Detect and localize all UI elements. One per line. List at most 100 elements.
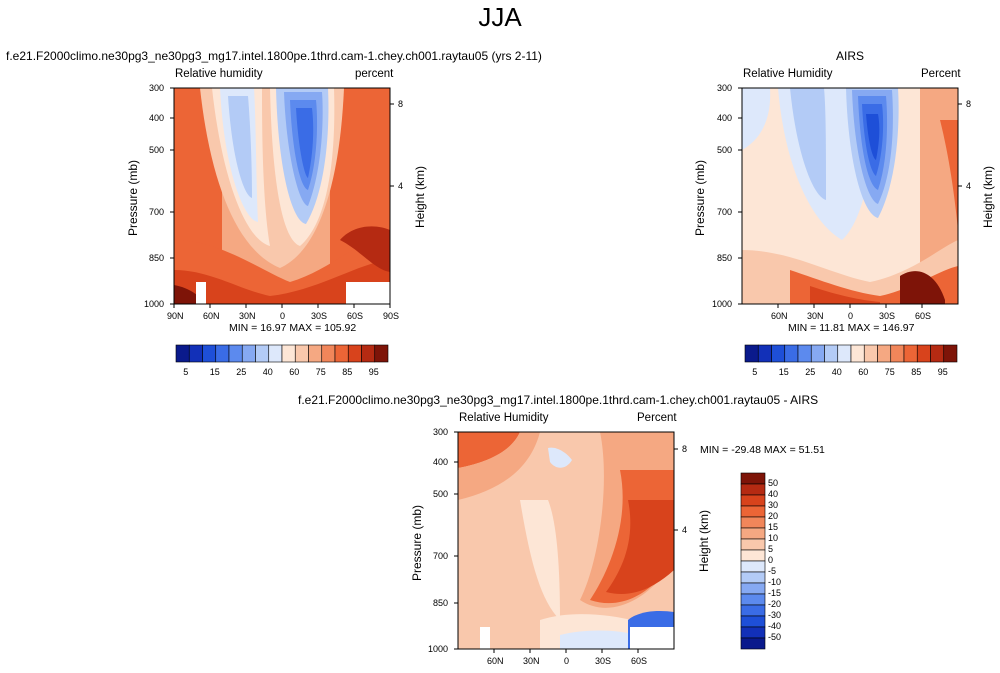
colorbar-swatch <box>202 344 217 363</box>
panel1-xtick: 30S <box>311 311 328 321</box>
colorbar-swatch <box>268 344 283 363</box>
panel2-left-label: Relative Humidity <box>743 68 833 80</box>
panel3-ytick: 300 <box>433 427 449 437</box>
colorbar-label: 95 <box>937 367 948 377</box>
panel2-right-label: Percent <box>921 68 961 80</box>
colorbar-swatch <box>930 344 945 363</box>
colorbar-label: -5 <box>768 566 777 576</box>
colorbar-label: 40 <box>262 367 273 377</box>
panel1-colorbar <box>175 344 389 363</box>
colorbar-swatch <box>334 344 349 363</box>
colorbar-label: 85 <box>911 367 922 377</box>
colorbar-label: 15 <box>778 367 789 377</box>
colorbar-label: 20 <box>768 511 779 521</box>
colorbar-label: -15 <box>768 588 782 598</box>
colorbar-label: -30 <box>768 610 782 620</box>
colorbar-swatch <box>241 344 256 363</box>
panel1-ytick: 300 <box>149 83 165 93</box>
panel1-y2tick: 8 <box>398 99 404 109</box>
panel3-xtick: 0 <box>564 656 570 666</box>
panel1-xtick: 60N <box>203 311 220 321</box>
panel2-y2tick: 8 <box>966 99 972 109</box>
colorbar-swatch <box>740 637 766 650</box>
panel2-ylabel: Pressure (mb) <box>693 159 707 236</box>
panel2-ytick: 500 <box>717 145 733 155</box>
panel2-ytick: 300 <box>717 83 733 93</box>
panel3-xtick: 30S <box>595 656 612 666</box>
panel1-xtick: 90S <box>383 311 400 321</box>
colorbar-label: 25 <box>805 367 816 377</box>
colorbar-label: 25 <box>236 367 247 377</box>
colorbar-swatch <box>321 344 336 363</box>
panel2-field <box>742 88 958 304</box>
panel2-xtick: 60S <box>915 311 932 321</box>
panel3-left-label: Relative Humidity <box>459 412 549 424</box>
colorbar-swatch <box>771 344 786 363</box>
colorbar-swatch <box>255 344 270 363</box>
colorbar-label: 95 <box>368 367 379 377</box>
panel3-ytick: 700 <box>433 551 449 561</box>
colorbar-label: 15 <box>768 522 779 532</box>
colorbar-label: 50 <box>768 478 779 488</box>
colorbar-label: 85 <box>342 367 353 377</box>
panel3-field <box>458 432 674 649</box>
panel2-ytick: 700 <box>717 207 733 217</box>
panel3-xtick: 60N <box>487 656 504 666</box>
panel1-right-label: percent <box>355 68 394 80</box>
colorbar-swatch <box>740 549 766 562</box>
panel1-ytick: 400 <box>149 113 165 123</box>
colorbar-label: -10 <box>768 577 782 587</box>
colorbar-label: 5 <box>183 367 189 377</box>
colorbar-swatch <box>740 626 766 639</box>
panel3-colorbar <box>740 472 766 650</box>
panel2-colorbar <box>744 344 958 363</box>
panel2-xtick: 30S <box>879 311 896 321</box>
colorbar-label: 5 <box>768 544 774 554</box>
colorbar-label: 15 <box>209 367 220 377</box>
panel3-right-label: Percent <box>637 412 677 424</box>
colorbar-swatch <box>308 344 323 363</box>
colorbar-swatch <box>784 344 799 363</box>
panel3-y2tick: 8 <box>682 444 688 454</box>
colorbar-label: -40 <box>768 621 782 631</box>
colorbar-swatch <box>294 344 309 363</box>
colorbar-swatch <box>740 582 766 595</box>
panel2-stats: MIN = 11.81 MAX = 146.97 <box>788 322 915 334</box>
colorbar-swatch <box>877 344 892 363</box>
panel1-stats: MIN = 16.97 MAX = 105.92 <box>229 322 357 334</box>
panel2-y2label: Height (km) <box>981 165 995 228</box>
colorbar-swatch <box>740 505 766 518</box>
colorbar-swatch <box>740 527 766 540</box>
panel3-xtick: 30N <box>523 656 540 666</box>
panel1-xtick: 30N <box>239 311 256 321</box>
panel2-title: AIRS <box>836 49 865 63</box>
colorbar-swatch <box>744 344 759 363</box>
colorbar-label: 40 <box>768 489 779 499</box>
colorbar-label: 30 <box>768 500 779 510</box>
colorbar-swatch <box>903 344 918 363</box>
panel2-ytick: 850 <box>717 253 733 263</box>
panel1-left-label: Relative humidity <box>175 68 263 80</box>
colorbar-swatch <box>740 538 766 551</box>
panel3-y2label: Height (km) <box>697 509 711 572</box>
colorbar-swatch <box>824 344 839 363</box>
colorbar-label: 10 <box>768 533 779 543</box>
panel1-y2label: Height (km) <box>413 165 427 228</box>
panel3-ytick: 1000 <box>428 644 449 654</box>
colorbar-swatch <box>215 344 230 363</box>
colorbar-label: 60 <box>289 367 300 377</box>
colorbar-swatch <box>810 344 825 363</box>
panel3-xtick: 60S <box>631 656 648 666</box>
panel1-ytick: 850 <box>149 253 165 263</box>
colorbar-swatch <box>890 344 905 363</box>
colorbar-swatch <box>740 615 766 628</box>
colorbar-label: 5 <box>752 367 758 377</box>
colorbar-swatch <box>228 344 243 363</box>
panel3-y2tick: 4 <box>682 525 688 535</box>
colorbar-swatch <box>281 344 296 363</box>
colorbar-swatch <box>347 344 362 363</box>
panel1-field <box>174 88 390 304</box>
colorbar-swatch <box>374 344 389 363</box>
panel3-ytick: 400 <box>433 457 449 467</box>
